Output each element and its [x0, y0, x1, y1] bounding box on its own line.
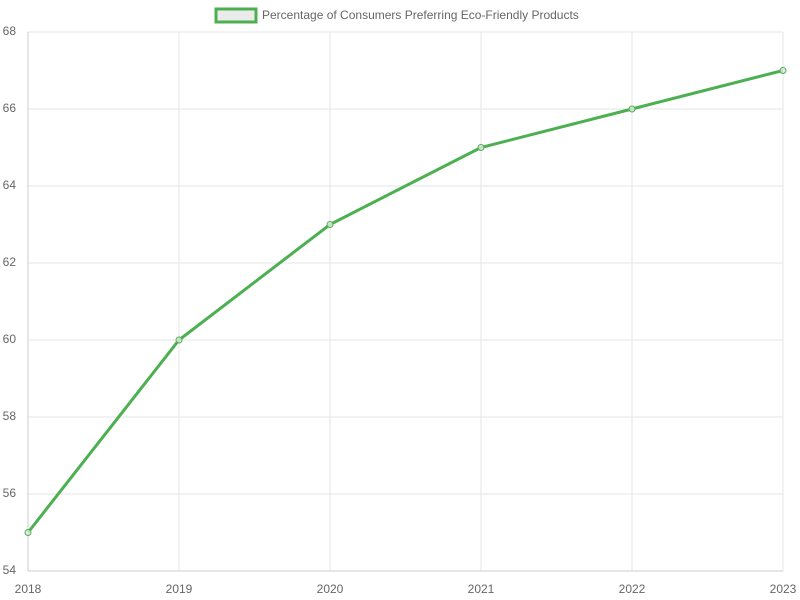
- x-tick-label: 2019: [166, 582, 193, 596]
- x-tick-label: 2022: [619, 582, 646, 596]
- x-tick-label: 2023: [770, 582, 797, 596]
- legend-swatch: [214, 7, 258, 24]
- y-tick-label: 54: [3, 563, 17, 577]
- y-tick-label: 68: [3, 24, 17, 38]
- line: [26, 69, 784, 534]
- point: [326, 221, 334, 228]
- y-tick-label: 62: [3, 255, 17, 269]
- y-tick-label: 64: [3, 178, 17, 192]
- y-tick-label: 60: [3, 332, 17, 346]
- point: [477, 144, 485, 151]
- point: [779, 67, 787, 74]
- legend-label: Percentage of Consumers Preferring Eco-F…: [262, 8, 579, 22]
- point: [175, 336, 183, 344]
- y-tick-label: 56: [3, 486, 17, 500]
- point: [24, 529, 32, 536]
- x-tick-label: 2021: [468, 582, 495, 596]
- x-tick-label: 2020: [317, 582, 344, 596]
- y-tick-label: 66: [3, 101, 17, 115]
- point: [628, 105, 636, 113]
- y-tick-label: 58: [3, 409, 17, 423]
- x-tick-label: 2018: [15, 582, 42, 596]
